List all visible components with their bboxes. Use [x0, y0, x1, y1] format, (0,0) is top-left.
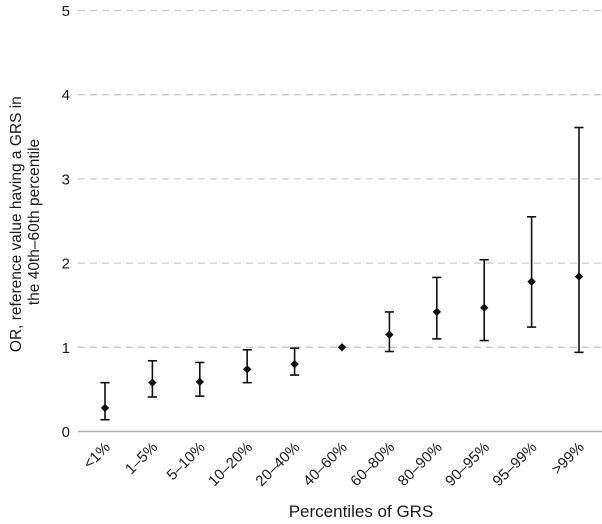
y-axis-title-line-2: the 40th–60th percentile	[26, 139, 43, 305]
data-point-4	[290, 347, 300, 376]
marker-diamond	[243, 364, 252, 374]
y-tick-label-1: 1	[62, 340, 70, 357]
x-tick-label-1: 1–5%	[122, 439, 161, 478]
y-axis-title-line-1: OR, reference value having a GRS in	[8, 96, 25, 352]
data-point-0	[100, 381, 110, 421]
x-tick-label-3: 10–20%	[205, 439, 256, 490]
data-point-8	[479, 258, 489, 342]
x-tick-label-9: 95–99%	[489, 439, 540, 490]
x-tick-label-7: 80–90%	[395, 439, 446, 490]
data-points	[100, 126, 584, 421]
gridlines	[78, 9, 602, 433]
x-tick-label-8: 90–95%	[442, 439, 493, 490]
data-point-10	[574, 126, 584, 354]
y-axis-tick-labels: 0 1 2 3 4 5	[62, 3, 70, 441]
marker-diamond	[337, 343, 347, 352]
data-point-3	[242, 349, 252, 384]
y-axis-title: OR, reference value having a GRS in the …	[8, 92, 43, 352]
y-tick-label-4: 4	[62, 87, 70, 104]
x-axis-tick-labels: <1% 1–5% 5–10%10–20%20–40%40–60%60–80%80–9…	[80, 439, 588, 490]
data-point-6	[384, 311, 394, 353]
marker-diamond	[148, 378, 157, 387]
x-tick-label-5: 40–60%	[300, 439, 351, 490]
y-tick-label-3: 3	[62, 171, 70, 188]
marker-diamond	[574, 272, 584, 281]
data-point-7	[432, 276, 442, 340]
x-tick-label-6: 60–80%	[347, 439, 398, 490]
marker-diamond	[385, 330, 394, 339]
y-tick-label-5: 5	[62, 3, 70, 20]
marker-diamond	[432, 307, 441, 317]
marker-diamond	[195, 377, 204, 387]
x-tick-label-0: <1%	[80, 439, 114, 473]
data-point-1	[147, 359, 157, 398]
data-point-2	[195, 361, 205, 397]
y-tick-label-2: 2	[62, 256, 70, 273]
marker-diamond	[480, 303, 489, 312]
y-tick-label-0: 0	[62, 424, 70, 441]
x-tick-label-2: 5–10%	[164, 439, 209, 484]
data-point-9	[527, 215, 537, 328]
x-tick-label-4: 20–40%	[252, 439, 303, 490]
marker-diamond	[527, 277, 536, 286]
x-tick-label-10: >99%	[548, 439, 587, 478]
marker-diamond	[100, 403, 110, 413]
x-axis-title: Percentiles of GRS	[289, 502, 434, 521]
marker-diamond	[290, 359, 299, 369]
data-point-5	[337, 343, 347, 352]
